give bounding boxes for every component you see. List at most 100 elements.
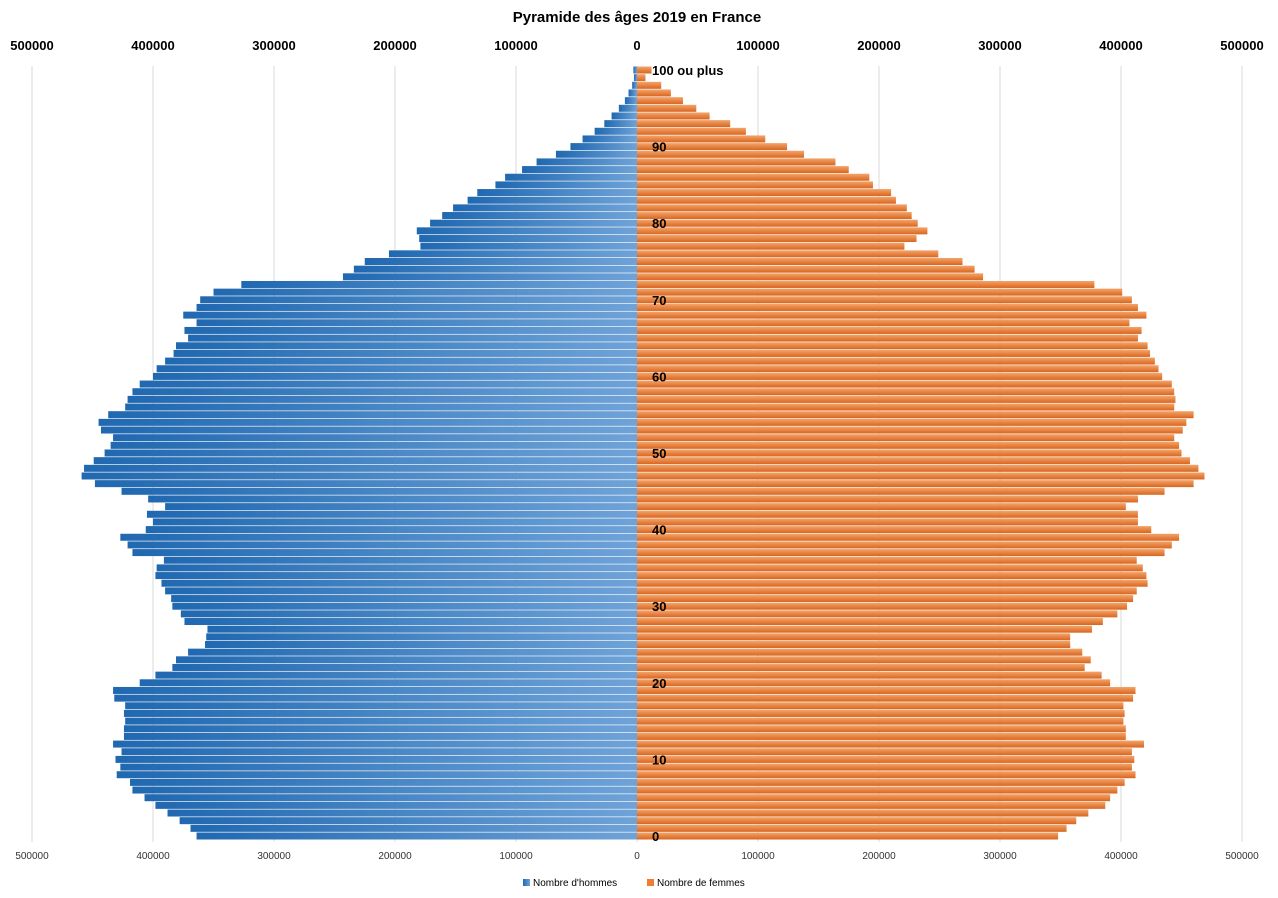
bar-women-age-23 — [637, 656, 1091, 664]
bar-men-age-3 — [167, 809, 637, 817]
bar-men-age-74 — [353, 265, 637, 273]
bar-men-age-33 — [161, 579, 637, 587]
bar-men-age-15 — [125, 717, 638, 725]
bar-women-age-63 — [637, 349, 1151, 357]
bar-women-age-95 — [637, 104, 697, 112]
bar-men-age-90 — [570, 143, 637, 151]
bar-men-age-43 — [165, 503, 637, 511]
bar-men-age-40 — [145, 526, 638, 534]
bar-women-age-27 — [637, 625, 1092, 633]
bar-women-age-33 — [637, 579, 1148, 587]
bar-women-age-83 — [637, 196, 896, 204]
bar-men-age-46 — [94, 480, 638, 488]
bar-women-age-58 — [637, 388, 1175, 396]
bar-men-age-36 — [163, 556, 637, 564]
bar-men-age-45 — [121, 487, 638, 495]
bar-men-age-30 — [172, 602, 638, 610]
bar-women-age-62 — [637, 357, 1155, 365]
bar-women-age-65 — [637, 334, 1138, 342]
bar-women-age-51 — [637, 441, 1180, 449]
age-label: 40 — [652, 523, 666, 538]
bar-men-age-60 — [153, 372, 637, 380]
bar-men-age-39 — [120, 533, 637, 541]
bar-men-age-64 — [175, 342, 638, 350]
bar-men-age-78 — [419, 235, 637, 243]
bar-women-age-49 — [637, 457, 1190, 465]
bar-women-age-89 — [637, 150, 804, 158]
bar-women-age-56 — [637, 403, 1175, 411]
age-label: 10 — [652, 752, 666, 767]
bar-women-age-88 — [637, 158, 836, 166]
bar-men-age-32 — [165, 587, 637, 595]
bar-men-age-93 — [604, 120, 637, 128]
age-label: 30 — [652, 599, 666, 614]
bar-men-age-9 — [120, 763, 637, 771]
bar-women-age-82 — [637, 204, 907, 212]
bar-women-age-28 — [637, 618, 1103, 626]
top-tick-label: 200000 — [857, 38, 900, 53]
bar-women-age-13 — [637, 732, 1126, 740]
chart-title: Pyramide des âges 2019 en France — [513, 9, 761, 26]
top-tick-label: 100000 — [736, 38, 779, 53]
bar-women-age-59 — [637, 380, 1172, 388]
bottom-tick-label: 400000 — [1104, 851, 1138, 862]
bar-men-age-6 — [132, 786, 637, 794]
bar-women-age-17 — [637, 702, 1124, 710]
bar-women-age-12 — [637, 740, 1144, 748]
bar-men-age-56 — [125, 403, 638, 411]
bottom-tick-label: 100000 — [499, 851, 533, 862]
bar-women-age-26 — [637, 633, 1071, 641]
bar-men-age-17 — [125, 702, 638, 710]
bar-women-age-57 — [637, 395, 1176, 403]
bar-men-age-85 — [495, 181, 637, 189]
bar-women-age-0 — [637, 832, 1059, 840]
bar-women-age-30 — [637, 602, 1128, 610]
bar-women-age-99 — [637, 74, 646, 82]
bar-men-age-25 — [205, 641, 637, 648]
bar-women-age-50 — [637, 449, 1182, 457]
top-tick-label: 300000 — [978, 38, 1021, 53]
bar-men-age-50 — [104, 449, 638, 457]
bar-women-age-79 — [637, 227, 928, 235]
bar-men-age-82 — [453, 204, 637, 212]
bottom-tick-label: 0 — [634, 851, 640, 862]
bar-men-age-4 — [155, 801, 638, 809]
bar-men-age-53 — [100, 426, 638, 434]
bar-men-age-29 — [180, 610, 637, 618]
bar-women-age-75 — [637, 258, 963, 265]
bar-men-age-81 — [442, 212, 637, 220]
legend-swatch-women — [647, 879, 654, 886]
bar-women-age-48 — [637, 464, 1199, 472]
bar-women-age-66 — [637, 326, 1142, 334]
bar-men-age-83 — [467, 196, 637, 204]
bar-men-age-87 — [522, 166, 637, 174]
bar-men-age-69 — [196, 303, 637, 311]
bar-men-age-8 — [116, 771, 637, 779]
bar-men-age-92 — [594, 127, 637, 135]
bar-women-age-77 — [637, 242, 905, 250]
bar-men-age-5 — [144, 794, 637, 802]
bottom-tick-label: 300000 — [257, 851, 291, 862]
bar-women-age-46 — [637, 480, 1194, 488]
age-label: 20 — [652, 676, 666, 691]
bar-men-age-22 — [172, 663, 638, 671]
bar-women-age-55 — [637, 411, 1194, 419]
bar-women-age-10 — [637, 755, 1135, 763]
bar-women-age-6 — [637, 786, 1118, 794]
bar-women-age-54 — [637, 418, 1187, 426]
bar-women-age-84 — [637, 189, 892, 197]
bar-women-age-44 — [637, 495, 1138, 503]
bar-women-age-71 — [637, 288, 1123, 296]
bar-women-age-74 — [637, 265, 975, 273]
bar-men-age-47 — [81, 472, 638, 480]
bar-men-age-12 — [113, 740, 637, 748]
bar-women-age-91 — [637, 135, 766, 143]
bar-women-age-34 — [637, 572, 1147, 580]
bar-women-age-38 — [637, 541, 1172, 549]
bar-men-age-20 — [139, 679, 637, 687]
bar-women-age-22 — [637, 663, 1085, 671]
legend: Nombre d'hommes Nombre de femmes — [523, 878, 745, 889]
bar-women-age-32 — [637, 587, 1137, 595]
bar-women-age-21 — [637, 671, 1102, 679]
